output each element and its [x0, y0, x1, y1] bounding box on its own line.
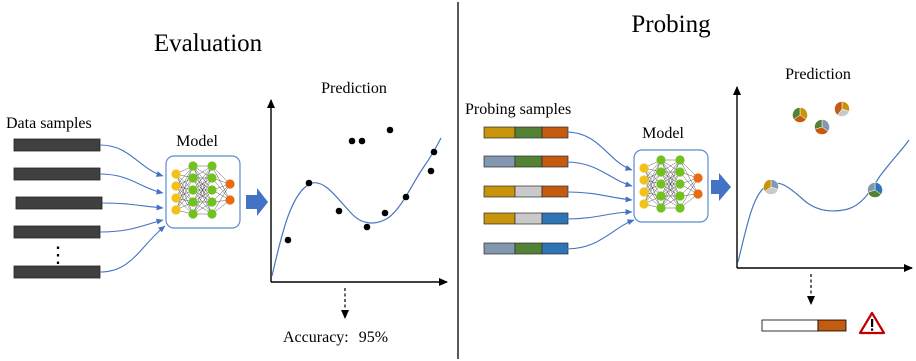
prediction-pies [763, 101, 883, 198]
probing-sample-segment [514, 212, 543, 225]
data-point [363, 223, 371, 231]
pie-slice [814, 119, 823, 130]
neuron [656, 167, 666, 177]
neuron [639, 163, 649, 173]
probing-samples-label: Probing samples [465, 101, 571, 118]
neural-network-icon [165, 155, 241, 229]
arrow-right-icon [711, 173, 731, 201]
pie-slice [792, 107, 801, 120]
prediction-curve [271, 137, 442, 277]
accuracy-label: Accuracy: 95% [283, 329, 388, 346]
probing-sample-segment [541, 126, 569, 139]
probing-prediction-curve [737, 139, 910, 263]
probing-sample-segment [541, 185, 569, 198]
probing-panel: Probing Probing samples Model Prediction [465, 11, 913, 335]
probing-sample-segment [483, 126, 516, 139]
data-point [386, 126, 394, 134]
pie-slice [867, 182, 876, 193]
neuron [656, 191, 666, 201]
probing-sample-segment [483, 185, 516, 198]
neuron [656, 203, 666, 213]
result-bar-empty [761, 319, 819, 332]
neuron [188, 209, 198, 219]
data-samples-label: Data samples [6, 115, 92, 132]
neuron [188, 173, 198, 183]
neuron [656, 179, 666, 189]
neuron [656, 155, 666, 165]
neuron [188, 185, 198, 195]
prediction-pie [834, 101, 850, 117]
data-point [335, 207, 343, 215]
neuron [675, 155, 685, 165]
neuron [188, 161, 198, 171]
probing-sample-segment [541, 212, 569, 225]
prediction-label: Prediction [321, 80, 387, 97]
data-point [381, 209, 389, 217]
neuron [207, 197, 217, 207]
probing-sample-segment [483, 212, 516, 225]
data-point [348, 137, 356, 145]
prediction-pie [867, 182, 883, 198]
probing-model-label: Model [642, 125, 684, 142]
neuron [171, 181, 181, 191]
data-point [284, 236, 292, 244]
neuron [207, 185, 217, 195]
neuron [171, 193, 181, 203]
neuron [675, 179, 685, 189]
data-point [305, 179, 313, 187]
probing-sample-segment [514, 155, 543, 168]
probing-title: Probing [631, 11, 711, 38]
ellipsis: ⋮ [47, 242, 69, 267]
neuron [188, 197, 198, 207]
warning-triangle-icon [858, 311, 886, 335]
data-point [358, 137, 366, 145]
prediction-pie [763, 179, 779, 195]
probing-sample-segment [514, 185, 543, 198]
neuron [171, 205, 181, 215]
evaluation-title: Evaluation [154, 30, 263, 57]
probing-sample-bars [483, 126, 569, 255]
prediction-pie [792, 107, 808, 123]
probing-sample-segment [541, 242, 569, 255]
neuron [207, 173, 217, 183]
data-sample-bar [15, 196, 103, 210]
probing-sample-segment [483, 155, 516, 168]
neuron [675, 167, 685, 177]
neuron [207, 209, 217, 219]
neuron [639, 175, 649, 185]
probing-sample-segment [514, 242, 543, 255]
probing-sample-segment [514, 126, 543, 139]
data-sample-bar [13, 167, 101, 181]
probing-sample-segment [483, 242, 516, 255]
probing-sample-segment [541, 155, 569, 168]
neuron [225, 179, 235, 189]
neuron [639, 187, 649, 197]
data-point [402, 193, 410, 201]
data-sample-bar [13, 225, 101, 239]
neuron [171, 169, 181, 179]
neuron [675, 191, 685, 201]
neuron [639, 199, 649, 209]
prediction-pie [814, 119, 830, 135]
network-frame [165, 155, 241, 229]
neuron [693, 189, 703, 199]
arrow-right-icon [246, 188, 268, 216]
network-frame [633, 149, 709, 223]
pie-slice [763, 179, 772, 192]
neuron [675, 203, 685, 213]
data-point [430, 148, 438, 156]
data-sample-bar [13, 265, 101, 279]
pie-slice [834, 101, 843, 116]
neuron [693, 173, 703, 183]
model-label: Model [176, 133, 218, 150]
neuron [225, 195, 235, 205]
data-point [427, 167, 435, 175]
neuron [207, 161, 217, 171]
neural-network-icon [633, 149, 709, 223]
data-sample-bar [13, 138, 101, 152]
probing-prediction-label: Prediction [785, 66, 851, 83]
evaluation-panel: Evaluation Data samples ⋮ Model Predicti… [6, 30, 448, 346]
result-bar-filled [817, 319, 847, 332]
